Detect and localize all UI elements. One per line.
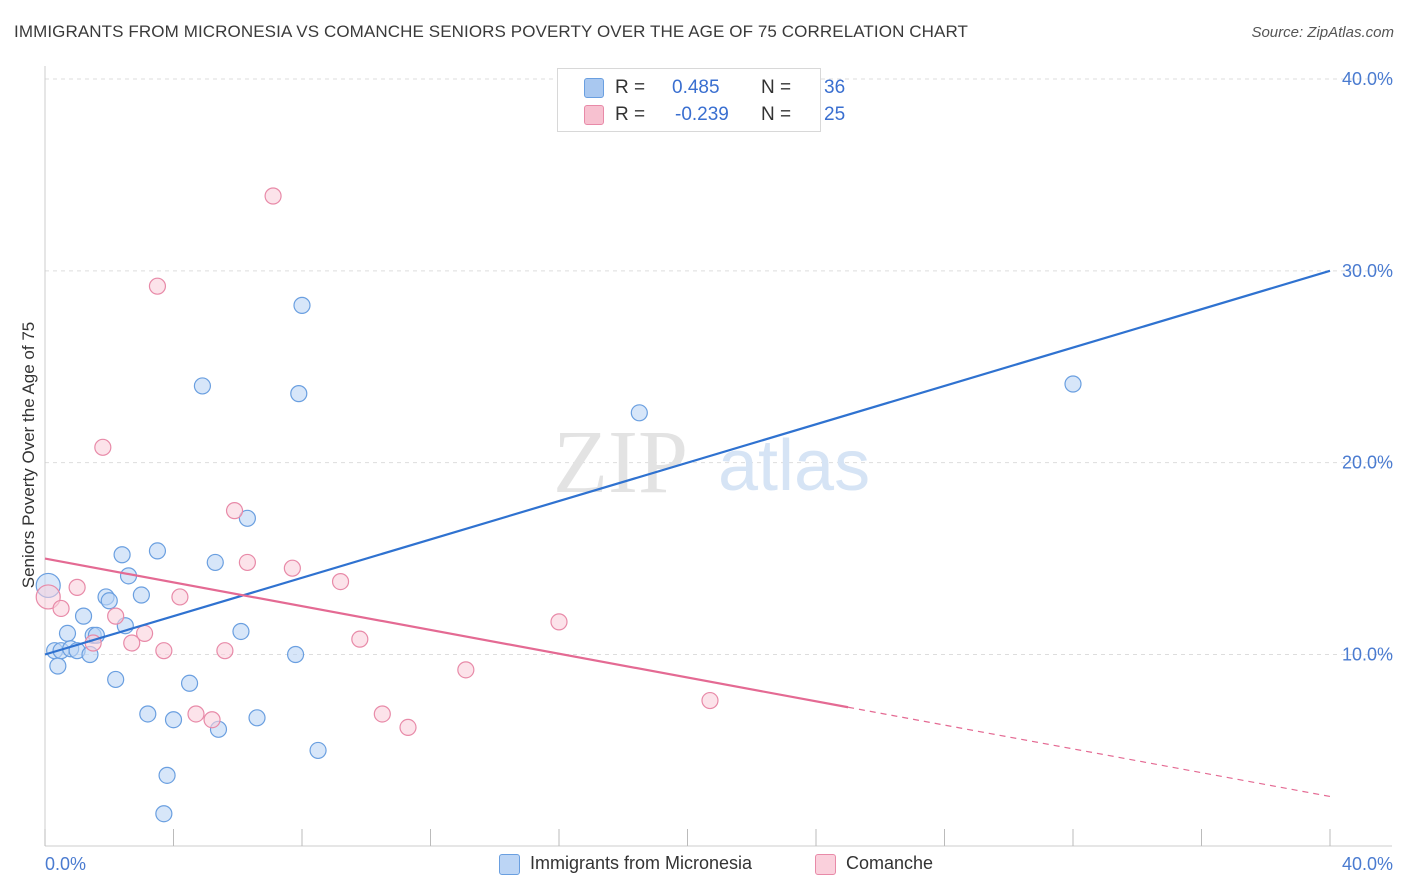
data-point [630,404,648,422]
legend-swatch-micronesia [584,78,604,98]
legend-r-label: R = [615,104,646,125]
data-point [550,613,568,631]
trendline-micronesia [44,269,1331,656]
data-point [113,546,131,564]
data-point [232,622,250,641]
legend-n-label: N = [761,104,792,125]
data-point [155,805,173,823]
bottom-legend-label-micronesia: Immigrants from Micronesia [530,853,753,873]
legend-r-value: -0.239 [675,104,729,125]
trendline-comanche [44,557,849,709]
data-point [293,296,311,314]
y-tick-label: 30.0% [1342,261,1393,281]
data-point [203,711,221,729]
x-tick-label: 0.0% [45,854,86,874]
data-point [74,607,93,625]
x-tick-label: 40.0% [1342,854,1393,874]
bottom-legend-swatch-micronesia [499,854,520,875]
axes [44,66,1392,847]
data-point [248,709,266,727]
data-point [52,599,70,618]
data-point [399,718,417,736]
grid-lines [45,78,1392,655]
data-point [373,705,391,723]
legend-n-value: 25 [824,104,846,125]
data-point [331,573,350,591]
data-point [171,588,189,606]
legend-r-value: 0.485 [672,77,720,98]
data-point [139,705,157,723]
data-point [225,502,244,520]
data-point [148,542,167,560]
data-point [58,624,77,642]
legend-swatch-comanche [584,105,604,125]
chart-title: IMMIGRANTS FROM MICRONESIA VS COMANCHE S… [14,22,969,41]
data-point [180,674,199,692]
data-point [238,553,256,572]
data-point [107,670,125,689]
data-point [187,705,205,723]
data-point [351,630,369,648]
source-label: Source: ZipAtlas.com [1251,24,1394,41]
data-point [290,385,308,403]
legend-r-label: R = [615,77,646,98]
data-point [238,509,256,527]
series-micronesia [35,296,1082,823]
data-point [94,438,112,456]
data-point [148,277,167,295]
data-point [132,586,150,604]
data-point [193,377,212,395]
data-point [107,607,125,625]
data-point [701,691,719,710]
data-point [135,624,154,642]
data-point [164,711,183,729]
data-point [264,187,282,205]
data-point [100,592,118,610]
data-point [286,645,305,664]
y-tick-label: 40.0% [1342,69,1393,89]
y-tick-label: 20.0% [1342,453,1393,473]
series-comanche [35,187,719,736]
data-point [49,657,67,675]
legend-n-value: 36 [824,77,846,98]
data-point [35,584,61,610]
data-point [158,766,176,784]
data-point [457,661,475,679]
data-point [309,741,327,760]
bottom-legend-label-comanche: Comanche [846,853,934,873]
data-point [206,553,224,572]
bottom-legend-swatch-comanche [815,854,836,875]
data-point [155,642,173,660]
y-axis-label: Seniors Poverty Over the Age of 75 [19,322,38,588]
watermark-atlas: atlas [718,426,870,506]
data-point [123,634,141,652]
y-tick-label: 10.0% [1342,645,1393,665]
data-point [216,642,234,660]
data-point [68,578,86,596]
data-point [283,559,301,577]
data-point [1064,375,1082,393]
correlation-legend: R = 0.485 N = 36 R = -0.239 N = 25 [557,68,845,132]
legend-n-label: N = [761,77,792,98]
trendline-comanche-extension [848,706,1331,798]
